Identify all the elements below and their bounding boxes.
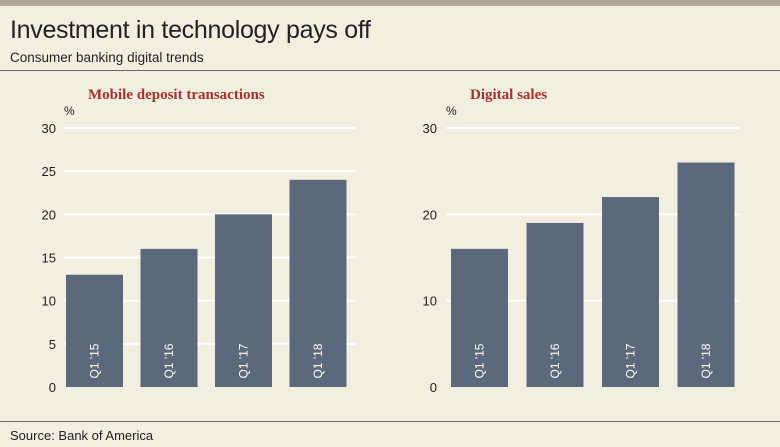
footer-divider xyxy=(0,421,780,422)
y-tick-label: 25 xyxy=(42,164,56,179)
bar xyxy=(289,179,347,387)
y-tick-label: 20 xyxy=(42,207,56,222)
bar-category-label: Q1 '16 xyxy=(162,343,176,378)
y-tick-label: 10 xyxy=(42,294,56,309)
header-divider xyxy=(0,70,780,71)
y-tick-label: 20 xyxy=(423,207,437,222)
y-tick-label: 30 xyxy=(42,121,56,136)
y-tick-label: 15 xyxy=(42,251,56,266)
bar-category-label: Q1 '15 xyxy=(88,343,102,378)
bar xyxy=(677,162,735,387)
bar-category-label: Q1 '18 xyxy=(311,343,325,378)
bar xyxy=(140,248,198,387)
y-tick-label: 0 xyxy=(430,380,437,395)
chart-title: Digital sales xyxy=(470,87,547,103)
bar xyxy=(215,214,272,387)
top-accent-bar xyxy=(0,0,780,6)
bar-category-label: Q1 '16 xyxy=(548,343,562,378)
bar-category-label: Q1 '18 xyxy=(699,343,713,378)
bar xyxy=(526,222,584,387)
chart-title: Mobile deposit transactions xyxy=(88,87,265,103)
y-tick-label: 5 xyxy=(49,337,56,352)
bar xyxy=(451,248,508,387)
y-tick-label: 0 xyxy=(49,380,56,395)
bar-category-label: Q1 '17 xyxy=(237,343,251,378)
y-tick-label: 30 xyxy=(423,121,437,136)
y-tick-label: 10 xyxy=(423,294,437,309)
bar-category-label: Q1 '17 xyxy=(624,343,638,378)
page-title: Investment in technology pays off xyxy=(10,16,371,44)
page-subtitle: Consumer banking digital trends xyxy=(10,50,204,65)
bar xyxy=(602,197,659,387)
y-axis-unit-label: % xyxy=(446,104,457,118)
bar xyxy=(66,274,123,387)
bar-category-label: Q1 '15 xyxy=(473,343,487,378)
source-note: Source: Bank of America xyxy=(10,428,154,443)
y-axis-unit-label: % xyxy=(64,104,75,118)
